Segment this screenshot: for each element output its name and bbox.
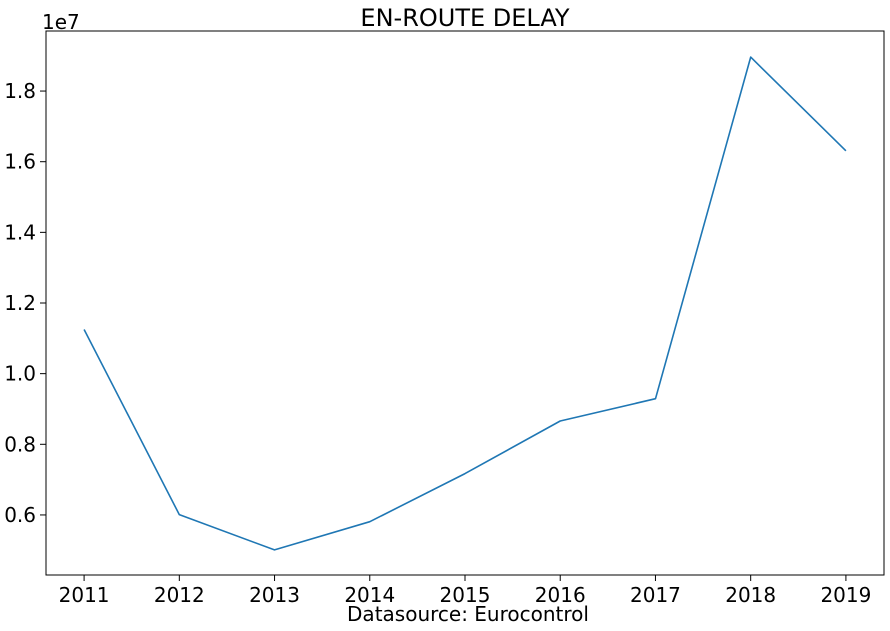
y-offset-label: 1e7 [42,10,80,34]
y-tick-label: 0.6 [4,503,36,527]
series-layer [83,56,847,551]
series-line [83,56,847,551]
y-axis: 0.6 0.8 1.0 1.2 1.4 1.6 1.8 [4,79,46,527]
x-tick-label: 2014 [344,583,395,607]
x-axis-label: Datasource: Eurocontrol [347,602,589,626]
x-tick-label: 2015 [440,583,491,607]
x-tick-label: 2016 [535,583,586,607]
x-tick-label: 2019 [820,583,871,607]
y-tick-label: 1.4 [4,220,36,244]
chart-title: EN-ROUTE DELAY [360,4,569,32]
x-tick-label: 2018 [725,583,776,607]
x-axis: 2011 2012 2013 2014 2015 2016 2017 2018 2019 [59,575,871,607]
y-tick-label: 1.0 [4,362,36,386]
x-tick-label: 2012 [154,583,205,607]
y-tick-label: 1.8 [4,79,36,103]
y-tick-label: 0.8 [4,432,36,456]
x-tick-label: 2013 [249,583,300,607]
x-tick-label: 2011 [59,583,110,607]
y-tick-label: 1.2 [4,291,36,315]
plot-area [45,30,885,576]
y-tick-label: 1.6 [4,150,36,174]
x-tick-label: 2017 [630,583,681,607]
